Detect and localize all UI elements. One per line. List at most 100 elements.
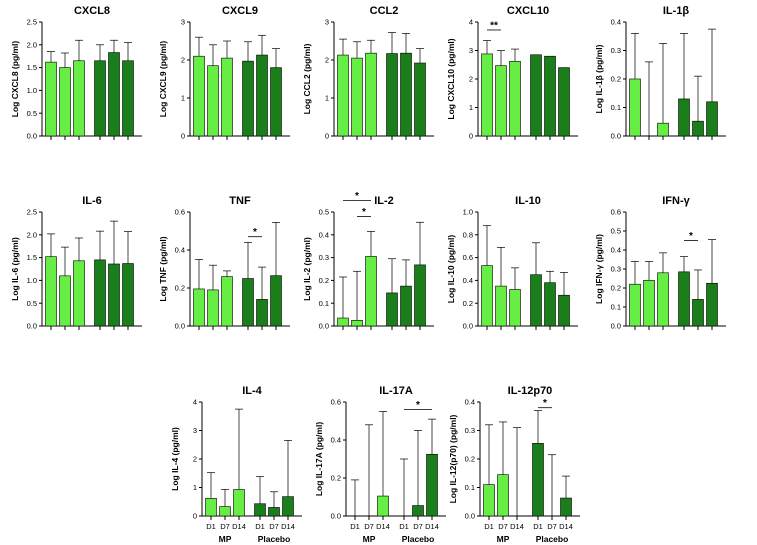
bar-mp-d14 bbox=[233, 489, 245, 517]
bar-mp-d14 bbox=[509, 289, 521, 327]
bar-mp-d7 bbox=[643, 280, 655, 327]
y-tick-label: 0.2 bbox=[463, 299, 473, 308]
y-tick-label: 2.0 bbox=[27, 230, 37, 239]
y-tick-label: 0.0 bbox=[319, 322, 329, 331]
y-axis-label: Log CXCL8 (pg/ml) bbox=[10, 41, 20, 118]
y-tick-label: 0.6 bbox=[463, 253, 473, 262]
x-tick-label: D14 bbox=[559, 522, 573, 531]
bar-placebo-d14 bbox=[558, 294, 570, 327]
y-tick-label: 2.0 bbox=[27, 40, 37, 49]
x-tick-label: D14 bbox=[281, 522, 295, 531]
bar-mp-d7 bbox=[495, 285, 507, 327]
y-tick-label: 0.0 bbox=[175, 322, 185, 331]
panel-title: CXCL8 bbox=[74, 5, 110, 17]
y-axis-label: Log CCL2 (pg/ml) bbox=[302, 43, 312, 114]
x-tick-label: D14 bbox=[425, 522, 439, 531]
y-tick-label: 0.8 bbox=[463, 230, 473, 239]
y-tick-label: 0.5 bbox=[27, 299, 37, 308]
bar-placebo-d7 bbox=[692, 299, 704, 327]
y-tick-label: 0.6 bbox=[175, 208, 185, 217]
y-tick-label: 0.6 bbox=[611, 208, 621, 217]
panel-title: IL-10 bbox=[515, 195, 541, 207]
x-tick-label: D7 bbox=[498, 522, 508, 531]
panel-cxcl8: CXCL8 Log CXCL8 (pg/ml) 0.0 0.5 1.0 1.5 2.0 2.5 bbox=[10, 5, 142, 141]
y-axis-label: Log IL-1β (pg/ml) bbox=[594, 44, 604, 113]
y-tick-label: 0 bbox=[193, 512, 197, 521]
y-tick-label: 2 bbox=[181, 56, 185, 65]
panel-il-10: IL-10 Log IL-10 (pg/ml) 0.0 0.2 0.4 0.6 0.8 1.0 bbox=[446, 195, 578, 331]
x-tick-label: D7 bbox=[413, 522, 423, 531]
bar-placebo-d14 bbox=[414, 62, 426, 137]
y-tick-label: 1.0 bbox=[27, 276, 37, 285]
x-tick-label: D7 bbox=[220, 522, 230, 531]
bar-placebo-d7 bbox=[256, 54, 268, 137]
panel-title: CCL2 bbox=[370, 5, 399, 17]
bar-mp-d7 bbox=[351, 57, 363, 137]
group-label-placebo: Placebo bbox=[402, 534, 435, 544]
bar-mp-d14 bbox=[73, 260, 85, 327]
x-tick-label: D7 bbox=[269, 522, 279, 531]
bar-placebo-d7 bbox=[268, 507, 280, 517]
bar-placebo-d1 bbox=[678, 271, 690, 327]
bar-placebo-d14 bbox=[270, 275, 282, 327]
bar-placebo-d1 bbox=[530, 274, 542, 327]
bar-placebo-d7 bbox=[400, 52, 412, 137]
y-tick-label: 2.5 bbox=[27, 208, 37, 217]
y-tick-label: 2 bbox=[193, 455, 197, 464]
bar-placebo-d7 bbox=[412, 505, 424, 517]
significance-star: * bbox=[416, 400, 420, 411]
panel-title: TNF bbox=[229, 195, 251, 207]
y-axis-label: Log IL-10 (pg/ml) bbox=[446, 235, 456, 304]
y-tick-label: 0 bbox=[469, 132, 473, 141]
y-tick-label: 0.2 bbox=[465, 455, 475, 464]
y-tick-label: 0.3 bbox=[611, 265, 621, 274]
bar-placebo-d1 bbox=[530, 54, 542, 137]
y-tick-label: 0.0 bbox=[465, 512, 475, 521]
y-tick-label: 0.3 bbox=[319, 253, 329, 262]
panel-cxcl10: CXCL10 Log CXCL10 (pg/ml) 0 1 2 3 4 ** bbox=[446, 5, 578, 141]
bar-mp-d1 bbox=[481, 265, 493, 327]
y-tick-label: 0.0 bbox=[331, 512, 341, 521]
bar-placebo-d1 bbox=[386, 53, 398, 137]
y-tick-label: 1 bbox=[181, 94, 185, 103]
y-tick-label: 0.4 bbox=[175, 246, 185, 255]
y-tick-label: 0.4 bbox=[319, 230, 329, 239]
panel-title: IL-1β bbox=[663, 5, 690, 17]
y-tick-label: 0.2 bbox=[331, 474, 341, 483]
y-tick-label: 3 bbox=[469, 46, 473, 55]
y-tick-label: 0.1 bbox=[319, 299, 329, 308]
panel-il-6: IL-6 Log IL-6 (pg/ml) 0.0 0.5 1.0 1.5 2.0 2.5 bbox=[10, 195, 142, 331]
panel-cxcl9: CXCL9 Log CXCL9 (pg/ml) 0 1 2 3 bbox=[158, 5, 290, 141]
bar-placebo-d14 bbox=[282, 496, 294, 517]
y-axis-label: Log IL-4 (pg/ml) bbox=[170, 427, 180, 491]
panel-title: IFN-γ bbox=[662, 195, 690, 207]
y-axis-label: Log IFN-γ (pg/ml) bbox=[594, 234, 604, 304]
bar-mp-d14 bbox=[73, 60, 85, 137]
y-tick-label: 0.3 bbox=[465, 426, 475, 435]
y-tick-label: 0 bbox=[181, 132, 185, 141]
y-tick-label: 0.5 bbox=[27, 109, 37, 118]
bar-mp-d7 bbox=[351, 319, 363, 327]
y-tick-label: 3 bbox=[181, 18, 185, 27]
bar-placebo-d14 bbox=[560, 497, 572, 517]
y-tick-label: 0.2 bbox=[611, 75, 621, 84]
y-tick-label: 4 bbox=[469, 18, 473, 27]
y-axis-label: Log IL-2 (pg/ml) bbox=[302, 237, 312, 301]
bar-placebo-d1 bbox=[242, 60, 254, 137]
y-tick-label: 0.3 bbox=[611, 46, 621, 55]
bar-mp-d1 bbox=[629, 78, 641, 137]
bar-placebo-d1 bbox=[94, 259, 106, 327]
y-tick-label: 0.0 bbox=[27, 132, 37, 141]
bar-mp-d1 bbox=[193, 55, 205, 137]
y-tick-label: 1.5 bbox=[27, 253, 37, 262]
significance-star: ** bbox=[490, 20, 498, 31]
bar-placebo-d1 bbox=[386, 292, 398, 327]
y-tick-label: 0.5 bbox=[319, 208, 329, 217]
panel-title: IL-12p70 bbox=[508, 385, 553, 397]
group-label-mp: MP bbox=[219, 534, 232, 544]
y-tick-label: 1.0 bbox=[463, 208, 473, 217]
bar-placebo-d1 bbox=[532, 443, 544, 517]
y-tick-label: 0.2 bbox=[319, 276, 329, 285]
